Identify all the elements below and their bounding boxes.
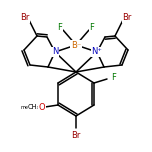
Text: F: F <box>112 74 116 83</box>
Text: F: F <box>58 22 62 31</box>
Text: N: N <box>52 47 58 57</box>
Text: F: F <box>90 22 94 31</box>
Text: O: O <box>39 102 45 112</box>
Text: Br: Br <box>20 14 30 22</box>
Text: Br: Br <box>71 131 81 140</box>
Text: Br: Br <box>122 14 132 22</box>
Text: B⁻: B⁻ <box>71 40 81 50</box>
Text: N⁺: N⁺ <box>92 47 102 57</box>
Text: CH₃: CH₃ <box>28 104 40 110</box>
Text: methoxy: methoxy <box>20 105 42 111</box>
